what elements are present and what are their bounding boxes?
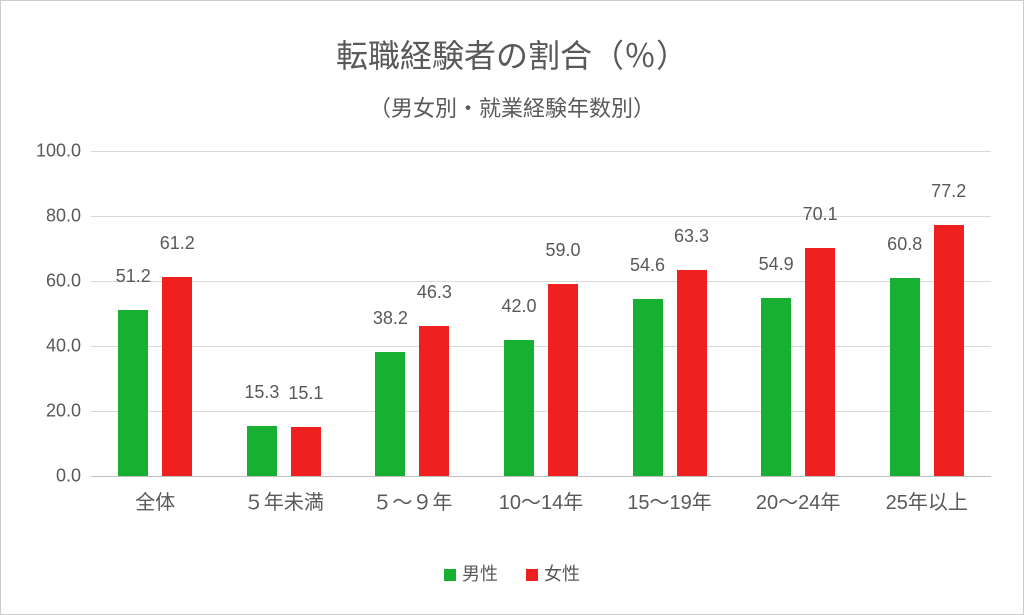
chart-frame: 転職経験者の割合（％） （男女別・就業経験年数別） 51.2 61.2 15.3 15… <box>0 0 1024 615</box>
gridline <box>91 151 991 152</box>
legend-item: 男性 <box>444 560 498 586</box>
x-tick-label: 10～14年 <box>499 486 584 515</box>
bar <box>291 427 321 476</box>
bar <box>504 340 534 477</box>
legend-swatch <box>444 569 456 581</box>
x-tick-label: ５年未満 <box>244 486 324 515</box>
bar <box>633 299 663 476</box>
gridline <box>91 216 991 217</box>
bar-value-label: 15.1 <box>288 383 323 404</box>
bar-value-label: 59.0 <box>545 240 580 261</box>
y-tick-label: 20.0 <box>21 401 81 422</box>
bar <box>247 426 277 476</box>
bar-value-label: 42.0 <box>501 296 536 317</box>
y-tick-label: 0.0 <box>21 466 81 487</box>
gridline <box>91 281 991 282</box>
chart-title: 転職経験者の割合（％） <box>1 31 1023 77</box>
baseline <box>91 476 991 477</box>
legend-label: 女性 <box>544 564 580 584</box>
y-tick-label: 80.0 <box>21 206 81 227</box>
bar-value-label: 77.2 <box>931 181 966 202</box>
legend-label: 男性 <box>462 564 498 584</box>
y-tick-label: 100.0 <box>21 141 81 162</box>
y-tick-label: 40.0 <box>21 336 81 357</box>
bar-value-label: 46.3 <box>417 282 452 303</box>
bar <box>162 277 192 476</box>
x-tick-label: 全体 <box>135 486 175 515</box>
plot-area: 51.2 61.2 15.3 15.1 38.2 46.3 42.0 59.0 54.6 63.3… <box>91 151 991 476</box>
y-tick-label: 60.0 <box>21 271 81 292</box>
x-tick-label: 15～19年 <box>627 486 712 515</box>
gridline <box>91 346 991 347</box>
bar <box>118 310 148 476</box>
bar-value-label: 54.9 <box>759 254 794 275</box>
bar <box>890 278 920 476</box>
bar-value-label: 61.2 <box>160 233 195 254</box>
bar-value-label: 54.6 <box>630 255 665 276</box>
bar-value-label: 60.8 <box>887 234 922 255</box>
bar <box>677 270 707 476</box>
chart-subtitle: （男女別・就業経験年数別） <box>1 91 1023 123</box>
x-tick-label: ５～９年 <box>372 486 452 515</box>
bar <box>934 225 964 476</box>
legend-item: 女性 <box>526 560 580 586</box>
gridline <box>91 411 991 412</box>
bar-value-label: 15.3 <box>244 382 279 403</box>
legend: 男性 女性 <box>1 560 1023 586</box>
bar <box>548 284 578 476</box>
bar-value-label: 63.3 <box>674 226 709 247</box>
x-tick-label: 25年以上 <box>886 486 968 515</box>
bar-value-label: 51.2 <box>116 266 151 287</box>
bar <box>375 352 405 476</box>
legend-swatch <box>526 569 538 581</box>
bar <box>805 248 835 476</box>
x-tick-label: 20～24年 <box>756 486 841 515</box>
bar-value-label: 70.1 <box>803 204 838 225</box>
bar-value-label: 38.2 <box>373 308 408 329</box>
bar <box>419 326 449 476</box>
bar <box>761 298 791 476</box>
